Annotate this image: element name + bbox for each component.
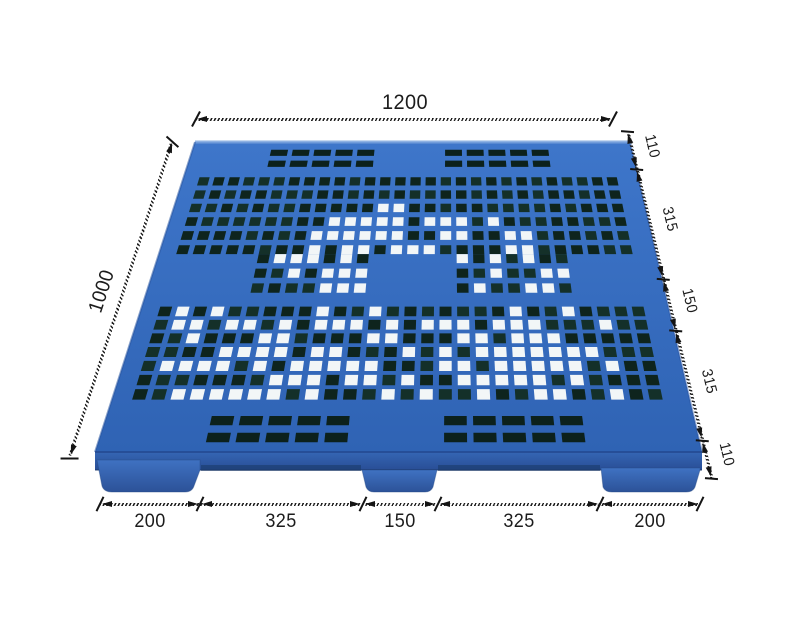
dim-tick (630, 167, 644, 171)
pallet-foot-center (361, 469, 438, 493)
dim-arrow-right (350, 501, 360, 507)
dim-arrow-right (601, 116, 611, 122)
dim-arrow-left (364, 501, 375, 507)
dimension-label: 200 (634, 510, 666, 532)
dimension-label: 150 (384, 510, 416, 532)
dim-arrow-left (202, 501, 212, 507)
pallet-holes (132, 149, 663, 443)
dim-tick (669, 329, 683, 333)
dim-arrow-left (102, 501, 112, 507)
dim-arrow-left (439, 501, 450, 507)
dimension-line-bottom: 200 325 150 325 200 (95, 496, 705, 531)
dimension-label: 325 (503, 510, 535, 532)
dimension-label-top: 1200 (381, 90, 428, 114)
dim-arrow-left (197, 116, 207, 122)
dim-arrow-right (187, 501, 198, 507)
dimension-label: 325 (265, 510, 297, 532)
dim-tick (60, 456, 79, 459)
pallet-deck (94, 140, 703, 453)
pallet-foot-left (96, 459, 201, 493)
dim-arrow-right (687, 501, 698, 507)
dim-arrow-left (602, 501, 612, 507)
dim-arrow-right (425, 501, 435, 507)
dimension-label: 200 (134, 510, 166, 532)
pallet-feet (96, 459, 701, 493)
dimension-line-top: 1200 (191, 91, 618, 127)
pallet-foot-right (600, 467, 701, 493)
dim-arrow-right (587, 501, 598, 507)
